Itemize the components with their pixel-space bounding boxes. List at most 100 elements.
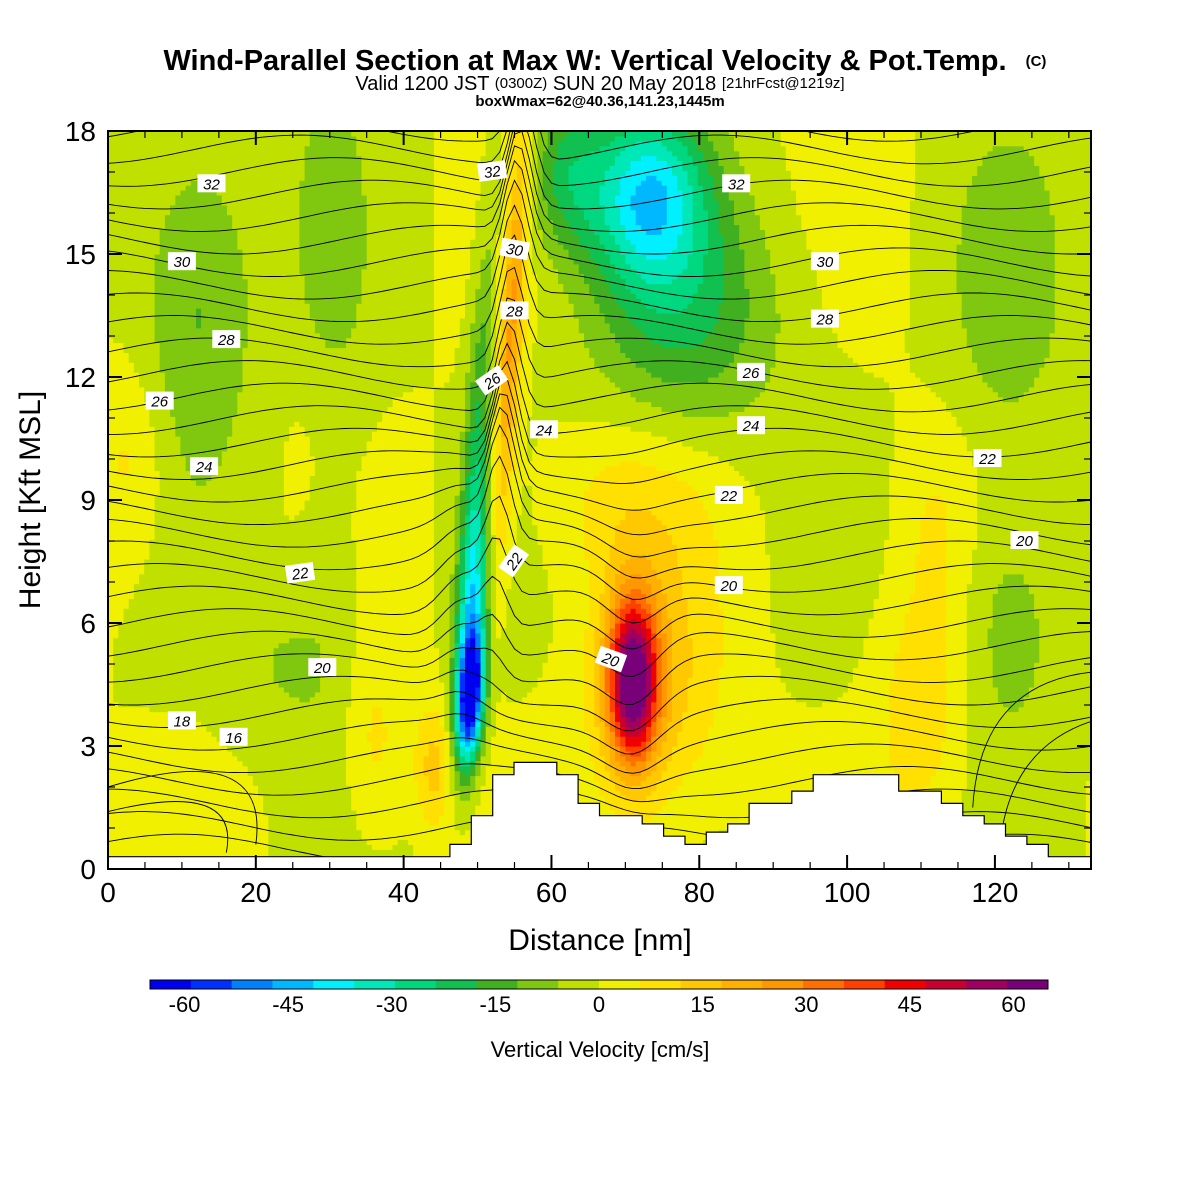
velocity-cell bbox=[113, 824, 119, 831]
velocity-cell bbox=[108, 150, 114, 157]
velocity-cell bbox=[133, 180, 140, 186]
velocity-cell bbox=[159, 819, 166, 826]
velocity-cell bbox=[211, 160, 218, 166]
velocity-cell bbox=[113, 603, 119, 609]
velocity-cell bbox=[154, 618, 161, 624]
velocity-cell bbox=[144, 155, 150, 162]
velocity-cell bbox=[232, 790, 238, 796]
velocity-cell bbox=[164, 224, 171, 230]
velocity-cell bbox=[128, 367, 135, 373]
velocity-cell bbox=[196, 357, 202, 363]
velocity-cell bbox=[139, 465, 145, 472]
velocity-cell bbox=[108, 268, 114, 275]
velocity-cell bbox=[263, 657, 269, 663]
velocity-cell bbox=[170, 229, 176, 235]
velocity-cell bbox=[196, 298, 202, 304]
velocity-cell bbox=[211, 618, 218, 624]
velocity-cell bbox=[201, 573, 207, 580]
velocity-cell bbox=[258, 411, 264, 417]
velocity-cell bbox=[242, 322, 249, 329]
velocity-cell bbox=[108, 731, 114, 737]
velocity-cell bbox=[154, 190, 161, 196]
velocity-cell bbox=[190, 613, 197, 619]
velocity-cell bbox=[247, 199, 254, 206]
velocity-cell bbox=[185, 293, 192, 299]
velocity-cell bbox=[175, 431, 182, 437]
velocity-cell bbox=[190, 239, 197, 245]
velocity-cell bbox=[180, 652, 187, 658]
velocity-cell bbox=[201, 598, 207, 604]
velocity-cell bbox=[232, 150, 238, 157]
velocity-cell bbox=[216, 657, 223, 663]
velocity-cell bbox=[232, 829, 238, 836]
velocity-cell bbox=[108, 278, 114, 285]
velocity-cell bbox=[113, 760, 119, 767]
velocity-cell bbox=[258, 195, 264, 201]
velocity-cell bbox=[227, 514, 233, 521]
velocity-cell bbox=[232, 529, 238, 535]
velocity-cell bbox=[216, 263, 223, 270]
velocity-cell bbox=[164, 632, 171, 639]
velocity-cell bbox=[185, 750, 192, 757]
velocity-cell bbox=[258, 140, 264, 147]
velocity-cell bbox=[206, 618, 213, 624]
velocity-cell bbox=[263, 539, 269, 545]
velocity-cell bbox=[180, 298, 187, 304]
velocity-cell bbox=[242, 278, 249, 285]
velocity-cell bbox=[144, 185, 150, 191]
velocity-cell bbox=[108, 406, 114, 412]
velocity-cell bbox=[232, 214, 238, 221]
velocity-cell bbox=[242, 357, 249, 363]
velocity-cell bbox=[128, 185, 135, 191]
velocity-cell bbox=[211, 480, 218, 486]
velocity-cell bbox=[273, 711, 280, 718]
velocity-cell bbox=[247, 618, 254, 624]
velocity-cell bbox=[196, 652, 202, 658]
velocity-cell bbox=[216, 219, 223, 226]
velocity-cell bbox=[221, 795, 228, 801]
velocity-cell bbox=[268, 637, 275, 644]
velocity-cell bbox=[133, 441, 140, 447]
velocity-cell bbox=[118, 347, 125, 353]
velocity-cell bbox=[206, 829, 213, 836]
velocity-cell bbox=[128, 308, 135, 314]
velocity-cell bbox=[144, 480, 150, 486]
velocity-cell bbox=[252, 362, 259, 368]
velocity-cell bbox=[170, 372, 176, 378]
velocity-cell bbox=[247, 810, 254, 816]
velocity-cell bbox=[237, 199, 244, 206]
velocity-cell bbox=[118, 805, 125, 811]
velocity-cell bbox=[232, 480, 238, 486]
velocity-cell bbox=[175, 140, 182, 147]
velocity-cell bbox=[118, 716, 125, 722]
velocity-cell bbox=[221, 436, 228, 442]
velocity-cell bbox=[154, 140, 161, 147]
velocity-cell bbox=[159, 687, 166, 693]
velocity-cell bbox=[144, 608, 150, 614]
velocity-cell bbox=[206, 736, 213, 742]
chart-title: Wind-Parallel Section at Max W: Vertical… bbox=[163, 45, 1006, 77]
velocity-cell bbox=[263, 199, 269, 206]
velocity-cell bbox=[185, 160, 192, 166]
velocity-cell bbox=[128, 421, 135, 427]
velocity-cell bbox=[149, 500, 156, 506]
velocity-cell bbox=[206, 426, 213, 432]
velocity-cell bbox=[170, 480, 176, 486]
velocity-cell bbox=[133, 465, 140, 472]
velocity-cell bbox=[232, 800, 238, 806]
velocity-cell bbox=[175, 819, 182, 826]
velocity-cell bbox=[144, 711, 150, 718]
velocity-cell bbox=[258, 736, 264, 742]
velocity-cell bbox=[211, 229, 218, 235]
velocity-cell bbox=[133, 573, 140, 580]
velocity-cell bbox=[201, 755, 207, 762]
velocity-cell bbox=[232, 268, 238, 275]
velocity-cell bbox=[201, 608, 207, 614]
velocity-cell bbox=[237, 140, 244, 147]
velocity-cell bbox=[196, 490, 202, 496]
velocity-cell bbox=[170, 632, 176, 639]
velocity-cell bbox=[216, 460, 223, 467]
velocity-cell bbox=[128, 190, 135, 196]
velocity-cell bbox=[175, 741, 182, 747]
velocity-cell bbox=[196, 790, 202, 796]
